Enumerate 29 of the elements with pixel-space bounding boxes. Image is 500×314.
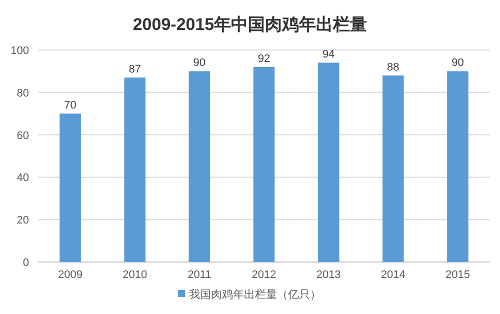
chart-title: 2009-2015年中国肉鸡年出栏量 <box>132 15 368 34</box>
x-tick-label: 2012 <box>252 269 276 281</box>
data-label: 92 <box>258 52 270 65</box>
bar <box>60 114 81 262</box>
y-tick-label: 20 <box>16 214 29 227</box>
y-tick-label: 0 <box>22 257 29 269</box>
x-tick-label: 2009 <box>58 269 83 281</box>
data-label: 94 <box>322 48 335 61</box>
x-tick-label: 2010 <box>122 269 148 281</box>
data-label: 90 <box>452 57 464 70</box>
bar <box>447 71 468 262</box>
bar <box>188 71 210 262</box>
y-tick-label: 80 <box>16 87 29 100</box>
data-label: 70 <box>64 100 76 112</box>
bar <box>318 62 340 262</box>
x-tick-label: 2014 <box>380 269 406 281</box>
bar <box>253 66 275 262</box>
y-tick-label: 60 <box>16 130 29 142</box>
x-tick-label: 2015 <box>445 269 470 281</box>
y-tick-label: 100 <box>10 45 29 57</box>
x-tick-label: 2011 <box>188 269 212 281</box>
legend-label: 我国肉鸡年出栏量（亿只） <box>189 288 321 301</box>
data-label: 87 <box>128 64 141 76</box>
bar <box>124 78 146 262</box>
data-label: 90 <box>193 57 206 70</box>
data-label: 88 <box>387 61 400 74</box>
y-tick-label: 40 <box>16 172 29 184</box>
x-tick-label: 2013 <box>316 269 341 281</box>
bar <box>382 75 404 262</box>
